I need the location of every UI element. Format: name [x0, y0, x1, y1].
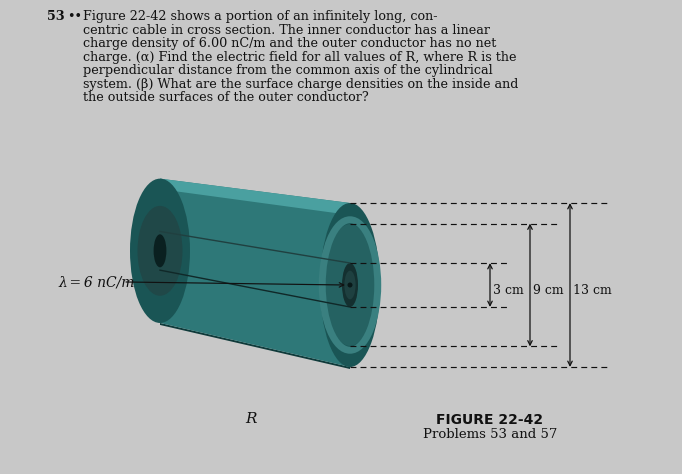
- Text: λ = 6 nC/m: λ = 6 nC/m: [58, 275, 134, 289]
- Text: 3 cm: 3 cm: [493, 283, 524, 297]
- Ellipse shape: [348, 283, 353, 288]
- Polygon shape: [160, 179, 350, 215]
- Ellipse shape: [325, 224, 376, 346]
- Polygon shape: [160, 323, 350, 369]
- Text: 13 cm: 13 cm: [573, 283, 612, 297]
- Ellipse shape: [130, 179, 190, 323]
- Text: perpendicular distance from the common axis of the cylindrical: perpendicular distance from the common a…: [83, 64, 493, 77]
- Text: ••: ••: [67, 10, 82, 23]
- Text: 53: 53: [47, 10, 65, 23]
- Ellipse shape: [153, 234, 166, 267]
- Text: system. (β) What are the surface charge densities on the inside and: system. (β) What are the surface charge …: [83, 78, 518, 91]
- Text: Problems 53 and 57: Problems 53 and 57: [423, 428, 557, 441]
- Ellipse shape: [342, 263, 358, 307]
- Text: 9 cm: 9 cm: [533, 283, 563, 297]
- Ellipse shape: [320, 203, 380, 367]
- Text: charge density of 6.00 nC/m and the outer conductor has no net: charge density of 6.00 nC/m and the oute…: [83, 37, 496, 50]
- Text: FIGURE 22-42: FIGURE 22-42: [436, 413, 544, 427]
- Text: centric cable in cross section. The inner conductor has a linear: centric cable in cross section. The inne…: [83, 24, 490, 36]
- Text: charge. (α) Find the electric field for all values of R, where R is the: charge. (α) Find the electric field for …: [83, 51, 516, 64]
- Ellipse shape: [344, 271, 355, 299]
- Ellipse shape: [138, 206, 183, 296]
- Text: the outside surfaces of the outer conductor?: the outside surfaces of the outer conduc…: [83, 91, 369, 104]
- Text: Figure 22-42 shows a portion of an infinitely long, con-: Figure 22-42 shows a portion of an infin…: [83, 10, 437, 23]
- Text: R: R: [245, 412, 256, 426]
- Polygon shape: [160, 179, 350, 367]
